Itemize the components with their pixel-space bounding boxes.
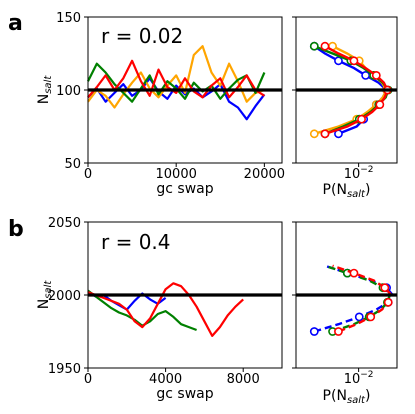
dist-point-1-2-6: [380, 283, 390, 293]
dist-point-0-0-10: [334, 56, 343, 66]
x-tick-label-1-0: 0: [84, 372, 92, 387]
annotation-1: r = 0.4: [101, 230, 171, 254]
y-tick-label-1-0: 1950: [48, 362, 81, 377]
dist-point-0-3-12: [320, 41, 330, 51]
y-tick-label-0-2: 150: [56, 11, 81, 26]
dist-point-1-0-0: [309, 327, 319, 336]
y-axis-label-0: Nsalt: [36, 75, 54, 105]
series-line-1-2: [87, 282, 244, 337]
y-axis-label-1: Nsalt: [36, 280, 54, 310]
x-tick-label-1-2: 8000: [227, 372, 260, 387]
y-tick-label-0-1: 100: [56, 84, 81, 99]
dist-point-0-3-10: [349, 56, 359, 66]
dist-point-1-2-0: [334, 327, 343, 336]
dist-point-0-3-4: [375, 100, 385, 109]
y-tick-label-1-2: 2050: [48, 216, 81, 231]
x-tick-label-0-1: 10000: [156, 167, 197, 182]
dist-x-tick-label-0: 10−2: [344, 165, 374, 182]
dist-curve-1-0: [313, 264, 395, 333]
x-tick-label-0-0: 0: [84, 167, 92, 182]
dist-point-1-2-4: [383, 297, 393, 307]
panel-label-b: b: [8, 217, 24, 242]
series-line-0-1: [87, 45, 265, 109]
dist-x-tick-label-1: 10−2: [344, 370, 374, 387]
dist-curve-1-2: [332, 264, 393, 333]
dist-point-0-3-8: [371, 71, 381, 80]
x-tick-label-0-2: 20000: [244, 167, 285, 182]
dist-point-1-2-8: [349, 268, 359, 278]
x-axis-label-0: gc swap: [156, 181, 213, 197]
dist-point-0-0-8: [361, 71, 371, 80]
annotation-0: r = 0.02: [101, 24, 183, 48]
dist-x-axis-label-0: P(Nsalt): [323, 182, 371, 200]
dist-point-0-2-12: [309, 41, 319, 51]
x-tick-label-1-1: 4000: [149, 372, 182, 387]
dist-point-0-1-0: [309, 129, 319, 139]
dist-point-0-3-2: [357, 114, 366, 124]
panel-label-a: a: [8, 11, 23, 36]
dist-point-0-3-0: [320, 129, 330, 139]
dist-point-1-0-2: [354, 312, 364, 322]
y-tick-label-1-1: 2000: [48, 289, 81, 304]
x-axis-label-1: gc swap: [156, 386, 213, 402]
y-tick-label-0-0: 50: [64, 157, 81, 172]
dist-x-axis-label-1: P(Nsalt): [323, 388, 371, 406]
dist-point-1-2-2: [366, 312, 376, 322]
